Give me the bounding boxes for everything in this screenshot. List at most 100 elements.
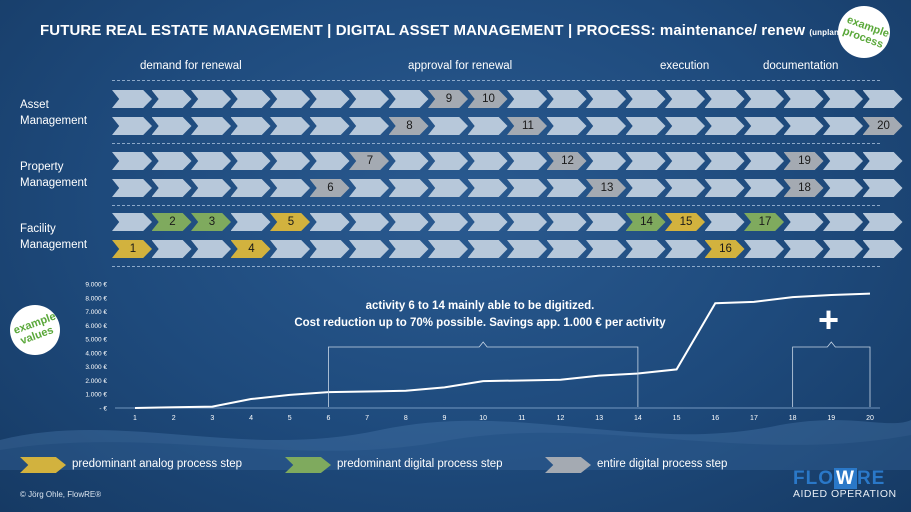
empty-step	[783, 90, 824, 108]
process-step-11: 11	[507, 117, 547, 135]
divider	[112, 205, 880, 206]
y-tick-label: 2.000 €	[85, 378, 107, 385]
process-step-number: 10	[482, 93, 495, 105]
y-tick-label: - €	[99, 406, 107, 413]
legend-analog-label: predominant analog process step	[72, 458, 243, 470]
process-step-3: 3	[191, 213, 231, 231]
empty-step	[507, 152, 547, 170]
process-step-number: 2	[169, 216, 176, 228]
empty-step	[586, 117, 626, 135]
empty-step	[309, 90, 350, 108]
process-step-7: 7	[349, 152, 389, 170]
empty-step	[151, 179, 192, 197]
empty-step	[704, 179, 745, 197]
example-values-text: example values	[12, 310, 58, 348]
empty-step	[467, 152, 508, 170]
empty-step	[823, 179, 863, 197]
empty-step	[744, 240, 784, 258]
x-tick-label: 11	[518, 415, 525, 422]
empty-step	[823, 240, 863, 258]
x-tick-label: 9	[443, 415, 447, 422]
x-tick-label: 19	[827, 415, 835, 422]
empty-step	[309, 240, 350, 258]
empty-step	[783, 117, 824, 135]
empty-step	[665, 90, 705, 108]
empty-step	[309, 152, 350, 170]
process-step-number: 13	[600, 182, 614, 194]
phase-execution: execution	[660, 60, 710, 72]
empty-step	[230, 90, 271, 108]
empty-step	[744, 152, 784, 170]
empty-step	[625, 240, 666, 258]
empty-step	[388, 152, 429, 170]
process-step-20: 20	[862, 117, 903, 135]
empty-step	[665, 152, 705, 170]
empty-step	[388, 90, 429, 108]
row-label-asset: Asset Management	[20, 99, 88, 127]
process-step-number: 20	[877, 120, 890, 132]
logo-part3: RE	[856, 468, 886, 489]
empty-step	[507, 179, 547, 197]
process-step-number: 14	[640, 216, 653, 228]
empty-step	[309, 213, 350, 231]
empty-step	[744, 117, 784, 135]
empty-step	[428, 240, 468, 258]
x-tick-label: 18	[789, 415, 797, 422]
empty-step	[349, 213, 389, 231]
logo-part2: W	[834, 468, 857, 489]
phase-documentation: documentation	[763, 60, 839, 72]
empty-step	[862, 90, 903, 108]
empty-step	[467, 213, 508, 231]
empty-step	[586, 213, 626, 231]
process-step-17: 17	[744, 213, 784, 231]
x-tick-label: 7	[365, 415, 369, 422]
empty-step	[388, 179, 429, 197]
empty-step	[151, 152, 192, 170]
x-tick-label: 15	[673, 415, 681, 422]
process-step-14: 14	[625, 213, 666, 231]
empty-step	[112, 117, 152, 135]
x-tick-label: 2	[172, 415, 176, 422]
phase-demand: demand for renewal	[140, 60, 242, 72]
process-step-number: 4	[248, 243, 255, 255]
empty-step	[191, 179, 231, 197]
empty-step	[625, 90, 666, 108]
empty-step	[270, 117, 310, 135]
empty-step	[665, 240, 705, 258]
x-tick-label: 16	[711, 415, 719, 422]
empty-step	[546, 179, 587, 197]
empty-step	[862, 240, 903, 258]
y-tick-label: 9.000 €	[85, 282, 107, 289]
process-step-1: 1	[112, 240, 152, 258]
process-step-8: 8	[388, 117, 429, 135]
empty-step	[230, 117, 271, 135]
empty-step	[151, 117, 192, 135]
y-tick-label: 7.000 €	[85, 309, 107, 316]
y-tick-label: 1.000 €	[85, 392, 107, 399]
empty-step	[507, 213, 547, 231]
copyright: © Jörg Ohle, FlowRE®	[20, 490, 102, 499]
x-tick-label: 6	[326, 415, 330, 422]
legend-entire-digital-label: entire digital process step	[597, 458, 728, 470]
empty-step	[467, 240, 508, 258]
empty-step	[783, 240, 824, 258]
process-step-number: 19	[798, 155, 811, 167]
process-step-number: 8	[406, 120, 413, 132]
process-step-16: 16	[704, 240, 745, 258]
process-step-number: 5	[287, 216, 295, 228]
process-step-5: 5	[270, 213, 310, 231]
x-tick-label: 3	[210, 415, 214, 422]
y-tick-label: 3.000 €	[85, 364, 107, 371]
empty-step	[665, 117, 705, 135]
empty-step	[823, 90, 863, 108]
empty-step	[270, 90, 310, 108]
process-step-number: 16	[719, 243, 732, 255]
empty-step	[586, 152, 626, 170]
process-step-number: 12	[561, 155, 574, 167]
annotation-line2: Cost reduction up to 70% possible. Savin…	[294, 317, 666, 329]
process-step-number: 18	[798, 182, 811, 194]
empty-step	[428, 179, 468, 197]
empty-step	[270, 152, 310, 170]
legend-entire-digital-swatch	[545, 457, 591, 473]
